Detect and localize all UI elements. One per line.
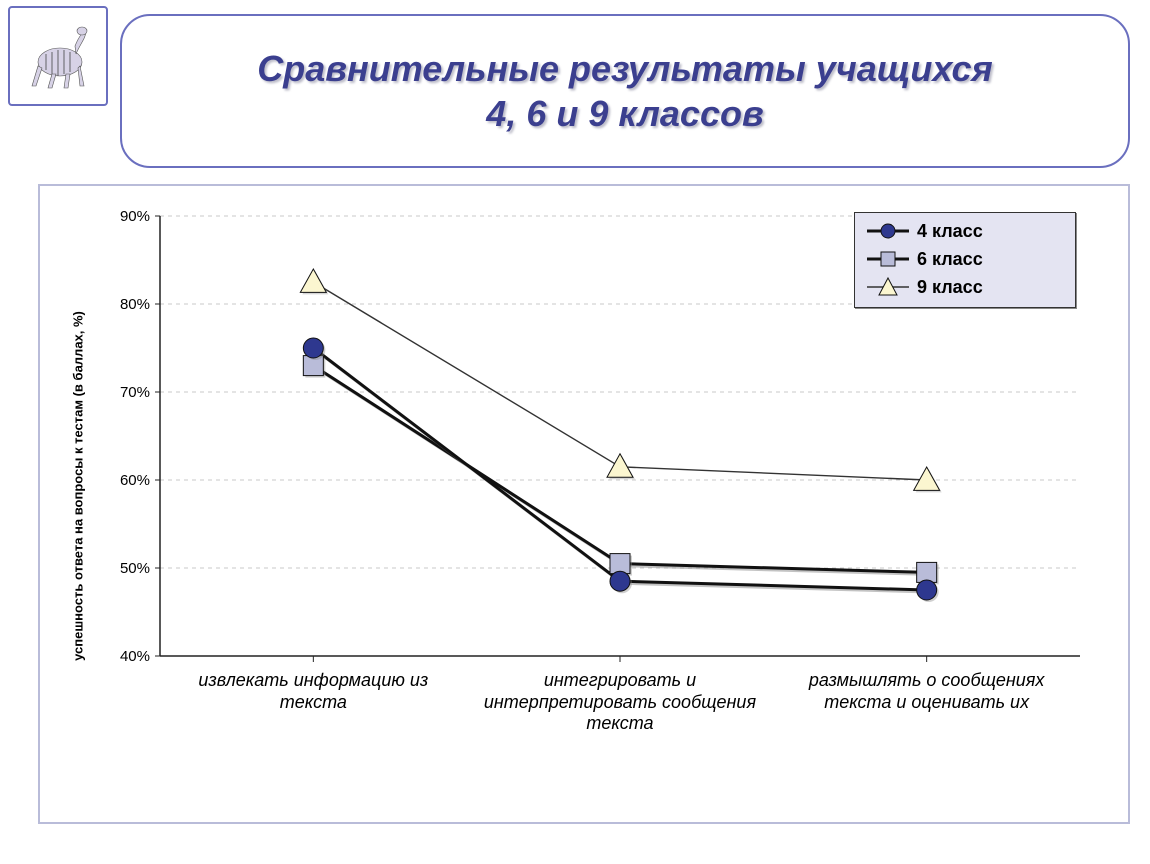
legend-marker-4 — [865, 220, 911, 242]
x-category-label: размышлять о сообщениях текста и оценива… — [783, 670, 1070, 713]
x-category-label: интегрировать и интерпретировать сообщен… — [477, 670, 764, 735]
legend-item-9: 9 класс — [865, 273, 1065, 301]
x-category-label: извлекать информацию из текста — [170, 670, 457, 713]
svg-text:70%: 70% — [120, 384, 150, 401]
title-line-2: 4, 6 и 9 классов — [486, 93, 763, 134]
legend-label-4: 4 класс — [917, 221, 983, 242]
y-axis-label: успешность ответа на вопросы к тестам (в… — [71, 311, 86, 661]
legend-item-6: 6 класс — [865, 245, 1065, 273]
svg-text:50%: 50% — [120, 560, 150, 577]
svg-text:60%: 60% — [120, 472, 150, 489]
legend-label-6: 6 класс — [917, 249, 983, 270]
legend-marker-6 — [865, 248, 911, 270]
svg-text:90%: 90% — [120, 208, 150, 225]
logo-zebra-icon — [18, 16, 98, 96]
title-box: Сравнительные результаты учащихся 4, 6 и… — [120, 14, 1130, 168]
chart-area: успешность ответа на вопросы к тестам (в… — [100, 206, 1100, 766]
chart-frame: успешность ответа на вопросы к тестам (в… — [38, 184, 1130, 824]
legend-marker-9 — [865, 276, 911, 298]
logo-box — [8, 6, 108, 106]
slide-title: Сравнительные результаты учащихся 4, 6 и… — [257, 46, 993, 136]
legend-item-4: 4 класс — [865, 217, 1065, 245]
svg-text:40%: 40% — [120, 648, 150, 665]
legend: 4 класс 6 класс 9 класс — [854, 212, 1076, 308]
slide: Сравнительные результаты учащихся 4, 6 и… — [0, 0, 1150, 864]
svg-text:80%: 80% — [120, 296, 150, 313]
title-line-1: Сравнительные результаты учащихся — [257, 48, 993, 89]
legend-label-9: 9 класс — [917, 277, 983, 298]
